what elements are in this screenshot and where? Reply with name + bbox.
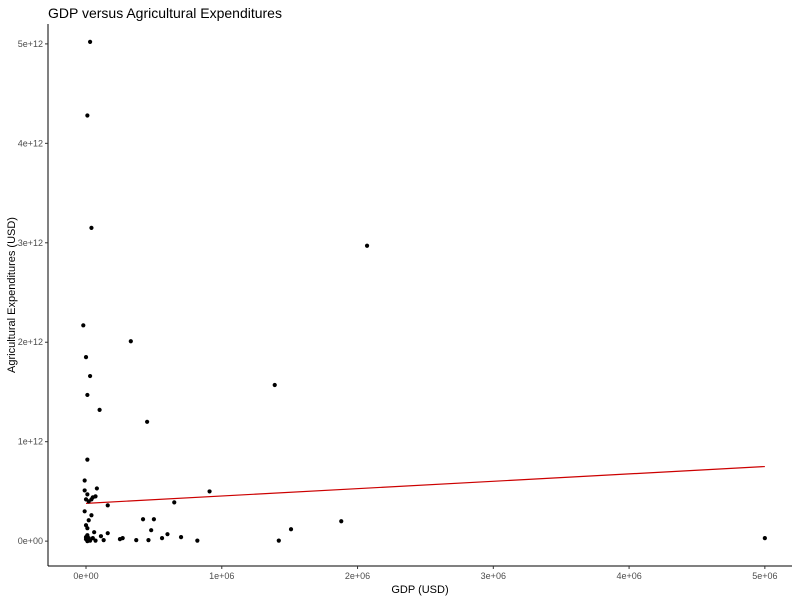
x-tick-label: 4e+06 [616,571,641,581]
data-point [159,536,165,541]
data-point [146,538,151,543]
data-point [276,538,281,543]
y-tick-label: 2e+12 [18,337,43,347]
data-point [272,382,277,388]
data-point [87,39,93,45]
data-point [86,518,91,523]
data-point [85,492,90,497]
data-point [94,486,99,491]
data-point [97,407,102,412]
data-point [81,323,86,328]
chart-title: GDP versus Agricultural Expenditures [48,5,282,21]
data-point [117,537,123,542]
y-tick-label: 5e+12 [18,39,43,49]
data-point [89,513,94,518]
data-point [207,489,212,494]
data-point [85,113,90,118]
data-point [89,225,94,230]
data-point [339,519,344,524]
data-point [165,532,170,537]
data-point [105,531,110,536]
data-point [85,392,90,398]
y-axis-title: Agricultural Expenditures (USD) [6,217,18,373]
x-tick-label: 5e+06 [752,571,777,581]
data-point [195,538,200,543]
data-point [92,530,97,535]
x-axis-title: GDP (USD) [391,584,448,596]
data-point [98,534,104,539]
data-point [85,457,90,462]
data-point [128,339,133,344]
y-tick-label: 3e+12 [18,238,43,248]
data-point [762,536,767,541]
data-point [151,517,156,522]
data-point [101,538,106,543]
data-point [93,538,98,543]
data-point [82,478,87,483]
data-point [90,536,95,541]
data-point [178,535,184,540]
data-point [87,373,93,379]
data-point [140,517,146,522]
data-point [82,509,87,514]
data-point [85,539,90,544]
data-point [83,355,89,360]
data-point [145,419,150,424]
x-tick-label: 3e+06 [481,571,506,581]
data-point [134,538,139,543]
x-tick-label: 0e+00 [73,571,98,581]
data-point [105,503,110,508]
data-point [172,500,177,505]
data-point [85,526,90,531]
data-point [82,488,87,493]
y-tick-label: 0e+00 [18,536,43,546]
data-point [149,528,154,533]
data-point [364,243,370,248]
data-point [288,527,294,532]
data-point [86,499,91,504]
y-tick-label: 4e+12 [18,138,43,148]
trend-line [85,465,765,504]
y-tick-label: 1e+12 [18,437,43,447]
x-tick-label: 1e+06 [209,571,234,581]
x-tick-label: 2e+06 [345,571,370,581]
